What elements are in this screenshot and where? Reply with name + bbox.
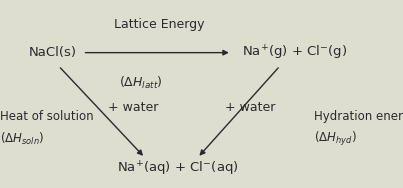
Text: ($\Delta H_{soln}$): ($\Delta H_{soln}$) bbox=[0, 131, 44, 147]
Text: Hydration energy: Hydration energy bbox=[314, 110, 403, 123]
Text: ($\Delta H_{latt}$): ($\Delta H_{latt}$) bbox=[119, 75, 163, 91]
Text: Heat of solution: Heat of solution bbox=[0, 110, 93, 123]
Text: Na$^{+}$(g) + Cl$^{-}$(g): Na$^{+}$(g) + Cl$^{-}$(g) bbox=[241, 43, 347, 62]
Text: NaCl(s): NaCl(s) bbox=[28, 46, 77, 59]
Text: + water: + water bbox=[108, 101, 158, 114]
Text: Na$^{+}$(aq) + Cl$^{-}$(aq): Na$^{+}$(aq) + Cl$^{-}$(aq) bbox=[116, 160, 238, 178]
Text: + water: + water bbox=[225, 101, 275, 114]
Text: ($\Delta H_{hyd}$): ($\Delta H_{hyd}$) bbox=[314, 130, 357, 148]
Text: Lattice Energy: Lattice Energy bbox=[114, 18, 204, 31]
